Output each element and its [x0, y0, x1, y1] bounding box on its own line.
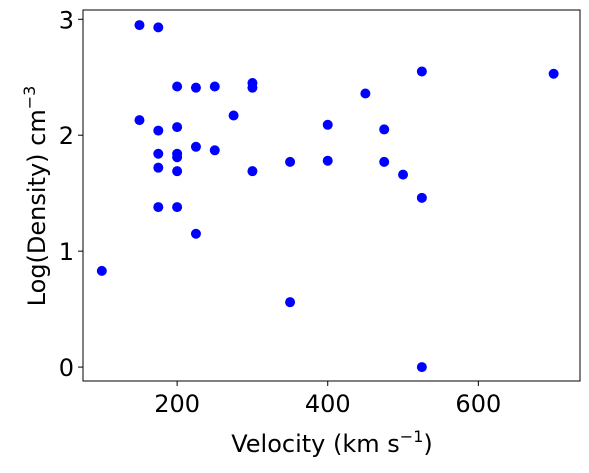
data-point — [172, 152, 183, 163]
data-point — [322, 119, 333, 130]
x-axis-ticks: 200 400 600 — [154, 381, 501, 418]
data-point — [209, 81, 220, 92]
data-point — [190, 141, 201, 152]
data-point — [172, 202, 183, 213]
data-point — [172, 81, 183, 92]
data-point — [416, 66, 427, 77]
plot-area-frame — [82, 9, 581, 382]
x-tick-label: 600 — [455, 390, 501, 418]
y-tick-label: 3 — [59, 6, 74, 34]
data-point — [153, 162, 164, 173]
data-point — [190, 82, 201, 93]
x-tick-label: 200 — [154, 390, 200, 418]
data-point — [153, 202, 164, 213]
y-axis-ticks: 0 1 2 3 — [59, 6, 83, 382]
data-point — [153, 148, 164, 159]
y-axis-label: Log(Density) cm−3 — [20, 86, 51, 307]
data-point — [247, 166, 258, 177]
x-tick-label: 400 — [305, 390, 351, 418]
data-point — [153, 125, 164, 136]
data-point — [416, 362, 427, 373]
data-point — [134, 115, 145, 126]
y-tick-label: 2 — [59, 122, 74, 150]
y-tick-label: 1 — [59, 238, 74, 266]
data-point — [228, 110, 239, 121]
data-point — [360, 88, 371, 99]
data-point — [416, 192, 427, 203]
data-point — [548, 68, 559, 79]
data-point — [209, 145, 220, 156]
data-point — [379, 156, 390, 167]
data-points — [96, 20, 559, 373]
data-point — [134, 20, 145, 31]
data-point — [247, 82, 258, 93]
data-point — [285, 156, 296, 167]
y-tick-label: 0 — [59, 354, 74, 382]
data-point — [398, 169, 409, 180]
data-point — [190, 228, 201, 239]
data-point — [153, 22, 164, 33]
data-point — [322, 155, 333, 166]
data-point — [172, 122, 183, 133]
data-point — [172, 166, 183, 177]
x-axis-label: Velocity (km s−1) — [231, 427, 433, 458]
data-point — [285, 297, 296, 308]
data-point — [379, 124, 390, 135]
data-point — [96, 265, 107, 276]
